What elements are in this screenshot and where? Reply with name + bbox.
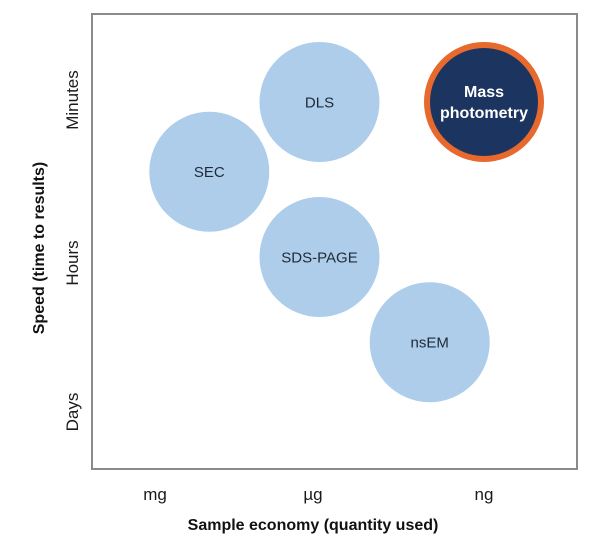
bubbles: DLS Mass photometry SEC SDS-PAGE nsEM: [149, 42, 544, 403]
bubble-nsem: [369, 282, 490, 403]
y-tick-minutes: Minutes: [63, 70, 82, 130]
bubble-dls: [259, 42, 380, 162]
bubble-label-sds-page: SDS-PAGE: [281, 249, 357, 266]
x-axis-title: Sample economy (quantity used): [188, 517, 439, 534]
bubble-label-mass-photometry: Mass photometry: [440, 84, 528, 122]
bubble-sds-page: [259, 197, 380, 317]
x-tick-ug: µg: [303, 485, 322, 504]
x-tick-ng: ng: [475, 485, 494, 504]
y-axis-title: Speed (time to results): [31, 162, 48, 334]
y-tick-hours: Hours: [63, 240, 82, 285]
y-tick-days: Days: [63, 393, 82, 432]
bubble-label-nsem: nsEM: [411, 335, 449, 352]
x-tick-mg: mg: [143, 485, 167, 504]
bubble-sec: [149, 111, 270, 232]
bubble-label-sec: SEC: [194, 164, 225, 181]
bubble-mass-photometry: [424, 42, 544, 162]
bubble-label-dls: DLS: [305, 94, 334, 111]
